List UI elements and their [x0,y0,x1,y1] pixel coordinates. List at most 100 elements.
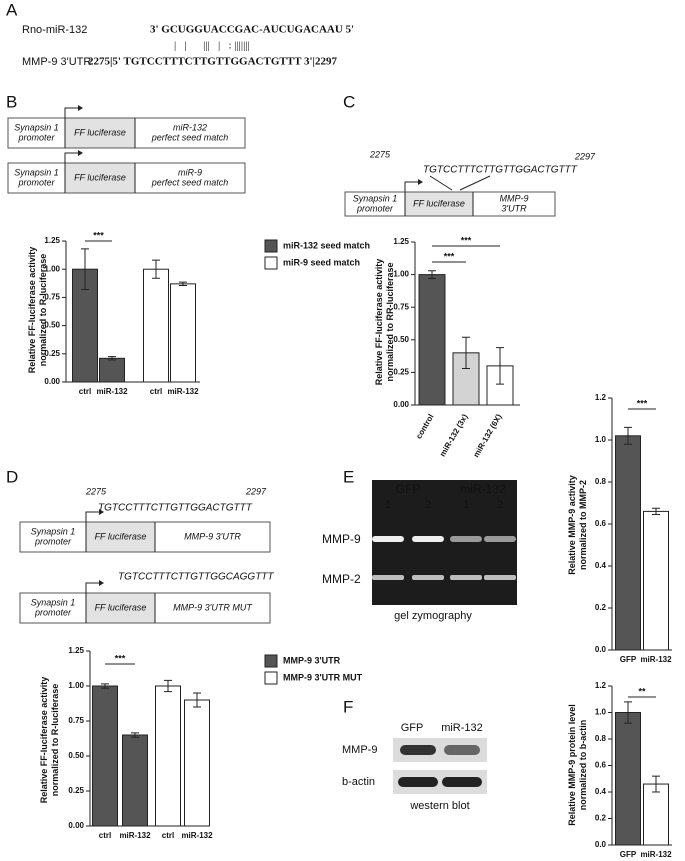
y-tick-label: 1.2 [595,393,607,402]
gel-band [484,575,516,580]
bar [155,685,181,827]
y-tick-label: 0.8 [595,734,607,743]
group-label: GFP [396,482,421,496]
y-tick-label: 1.0 [595,708,607,717]
y-label: Relative MMP-9 protein level normalized t… [567,704,588,826]
promoter: promoter [17,177,55,187]
y-tick-label: 0.0 [595,645,607,654]
promoter-arrowhead [99,509,104,515]
error-bar [428,270,436,280]
seq-pointer [429,175,491,191]
seq: TGTCCTTTCTTGTTGGACTGTTT [98,503,253,514]
y-tick-label: 0.6 [595,519,607,528]
error-bar [652,507,660,516]
y-tick-label: 0.50 [68,751,84,760]
x-tick-label: miR-132 (6X) [472,412,504,459]
promoter-arrow [404,181,419,192]
bar [143,268,169,383]
reporter-region [86,522,155,552]
y-tick-label: 0.4 [595,561,607,570]
reporter-region [65,163,135,193]
gel-image [372,480,517,605]
error-bar [462,336,470,369]
y-label-line: Relative FF-luciferase activity [27,247,37,374]
error-bar [101,683,109,689]
caption: western blot [409,800,469,812]
error-bar [193,692,201,708]
reporter-region [65,118,135,148]
mirna-seq: 3' GCUGGUACCGAC-AUCUGACAAU 5' [150,24,354,36]
y-label-line: Relative FF-luciferase activity [374,259,384,386]
y-tick-label: 0.2 [595,603,607,612]
legend-swatch [264,256,278,270]
y-label-line: Relative MMP-9 activity [567,475,577,575]
x-tick-label: miR-132 [96,387,128,396]
target: MMP-9 3'UTR [184,531,241,541]
lane-label: 2 [497,499,503,511]
legend-swatch [264,671,278,685]
blot-band [442,777,482,787]
gel-band [412,575,444,580]
seq-start: 2275 [369,149,391,159]
target: perfect seed match [151,177,229,187]
y-tick-label: 1.25 [44,236,60,245]
bar [122,734,148,827]
legend-swatch [264,654,278,668]
bar [92,685,118,827]
error-bar [81,248,89,291]
y-tick-label: 0.25 [393,368,409,377]
y-tick-label: 0.6 [595,761,607,770]
significance-label: ** [638,686,646,696]
error-bar [652,775,660,793]
legend-label: miR-9 seed match [283,257,360,267]
x-tick-label: miR-132 (3x) [438,412,470,458]
promoter-arrow [64,152,79,163]
y-tick-label: 1.00 [393,270,409,279]
bar [643,510,669,651]
blot-band [398,777,438,787]
x-tick-label: control [414,413,435,441]
target: MMP-9 3'UTR MUT [173,602,253,612]
seq: TGTCCTTTCTTGTTGGACTGTTT [423,165,578,176]
y-tick-label: 1.00 [68,681,84,690]
y-label: Relative MMP-9 activity normalized to MMP… [567,475,588,575]
promoter: Synapsin 1 [353,193,398,203]
promoter-arrowhead [78,150,83,156]
lane-label: 1 [385,499,391,511]
error-bar [179,281,187,287]
y-tick-label: 0.75 [44,293,60,302]
panel-label: B [6,92,17,111]
utr-seq: 2275|5' TGTCCTTTCTTGTTGGACTGTTT 3'|2297 [88,56,337,68]
significance-label: *** [444,251,455,261]
target: 3'UTR [501,203,527,213]
y-tick-label: 0.75 [393,302,409,311]
blot-band [444,745,480,755]
construct-box [19,592,271,624]
reporter-region [86,593,155,623]
promoter: promoter [34,536,72,546]
y-tick-label: 0.00 [68,821,84,830]
x-tick-label: miR-132 [640,655,672,664]
legend-swatch [264,239,278,253]
reporter: FF luciferase [413,198,465,208]
legend-label: MMP-9 3'UTR [283,655,341,665]
y-label: Relative FF-luciferase activity normalize… [374,259,395,386]
y-tick-label: 1.0 [595,435,607,444]
promoter: promoter [17,132,55,142]
y-tick-label: 0.25 [68,786,84,795]
error-bar [624,701,632,724]
seq-end: 2297 [245,486,267,496]
y-label: Relative FF-luciferase activity normalize… [39,677,60,804]
band-label: MMP-2 [322,572,361,586]
target: MMP-9 [500,193,529,203]
x-tick-label: GFP [620,850,637,859]
x-tick-label: GFP [620,655,637,664]
legend-label: miR-132 seed match [283,240,370,250]
panel-label: F [343,697,353,716]
seq-end: 2297 [574,151,596,161]
y-label: Relative FF-luciferase activity normalize… [27,247,48,374]
gel-band [450,575,482,580]
group-label: miR-132 [460,482,506,496]
mirna-name: Rno-miR-132 [22,24,87,36]
gel-band [450,536,482,542]
